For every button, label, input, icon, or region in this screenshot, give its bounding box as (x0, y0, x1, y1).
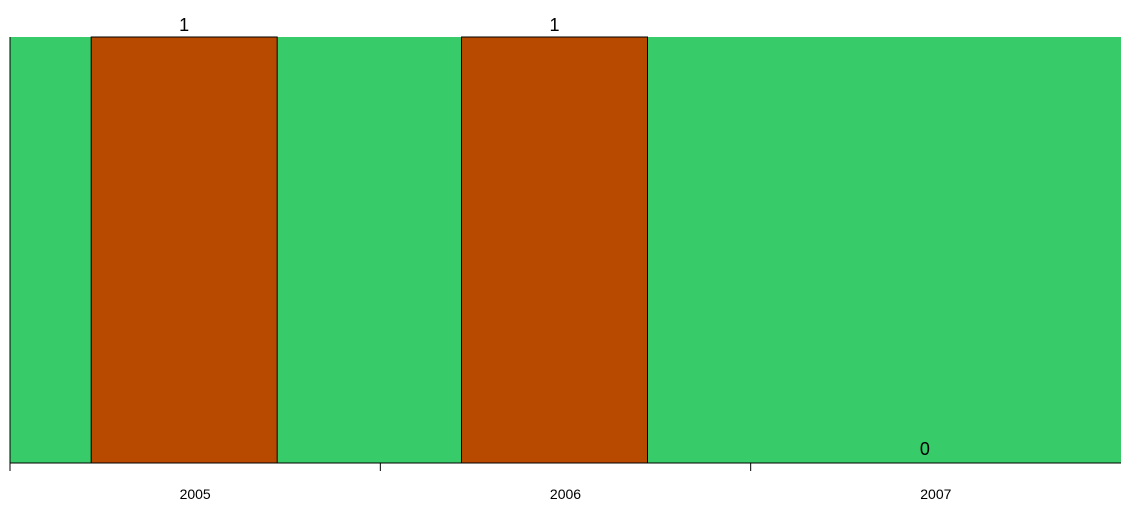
bars-layer (90, 36, 648, 464)
value-label-2005: 1 (179, 15, 189, 35)
x-tick-label-2007: 2007 (920, 486, 951, 502)
x-ticks-layer: 2005 2006 2007 (9, 463, 952, 502)
bar-2006 (461, 36, 648, 464)
value-label-2006: 1 (549, 15, 559, 35)
x-tick-label-2005: 2005 (180, 486, 211, 502)
bar-2005 (90, 36, 278, 464)
value-label-2007: 0 (920, 439, 930, 459)
value-labels-layer: 1 1 0 (179, 15, 930, 459)
x-tick-label-2006: 2006 (550, 486, 581, 502)
